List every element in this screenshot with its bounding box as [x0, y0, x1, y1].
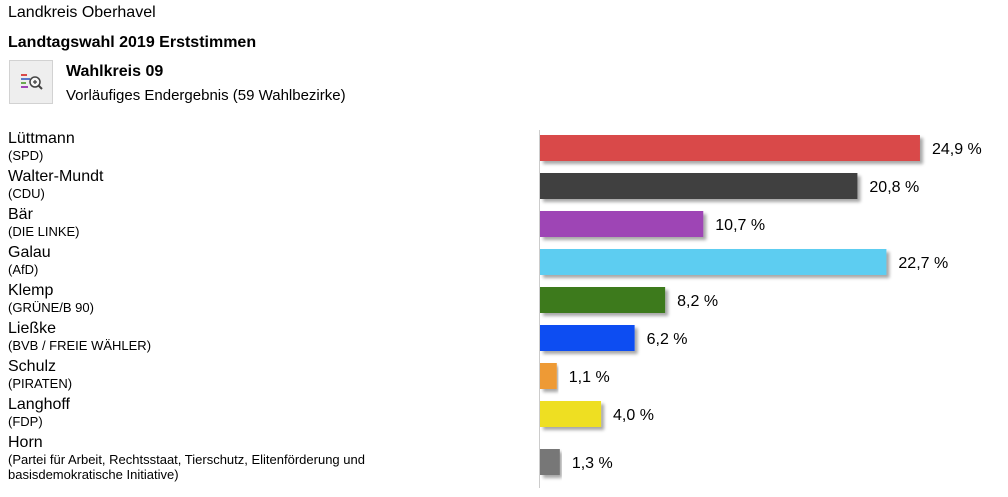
bar-value-label: 20,8 % — [869, 179, 919, 196]
bar — [540, 135, 920, 161]
chart-baseline — [539, 130, 540, 488]
candidate-label: Langhoff (FDP) — [8, 396, 70, 429]
bar — [540, 249, 887, 275]
candidate-name: Lüttmann — [8, 130, 75, 147]
chart-zoom-icon — [21, 74, 43, 90]
candidate-label: Schulz (PIRATEN) — [8, 358, 72, 391]
candidate-name: Galau — [8, 244, 51, 261]
candidate-name: Ließke — [8, 320, 57, 337]
party-name: (DIE LINKE) — [8, 224, 80, 239]
candidate-name: Klemp — [8, 282, 54, 299]
candidate-label: Lüttmann (SPD) — [8, 130, 75, 163]
candidate-label: Bär (DIE LINKE) — [8, 206, 80, 239]
bar — [540, 211, 704, 237]
bar-value-label: 4,0 % — [613, 407, 654, 424]
candidate-name: Walter-Mundt — [8, 168, 104, 185]
candidate-name: Horn — [8, 434, 43, 451]
candidate-label: Walter-Mundt (CDU) — [8, 168, 103, 201]
bar — [540, 363, 557, 389]
bar — [540, 173, 858, 199]
candidate-name: Langhoff — [8, 396, 70, 413]
candidate-label: Horn (Partei für Arbeit, Rechtsstaat, Tie… — [8, 434, 428, 482]
chart-view-button[interactable] — [9, 60, 53, 104]
party-name: (CDU) — [8, 186, 45, 201]
bar-value-label: 8,2 % — [677, 293, 718, 310]
party-name: (PIRATEN) — [8, 376, 73, 391]
candidate-label: Klemp (GRÜNE/B 90) — [8, 282, 94, 315]
candidate-name: Schulz — [8, 358, 57, 375]
bar-value-label: 22,7 % — [898, 255, 948, 272]
bar — [540, 325, 635, 351]
party-name: (AfD) — [8, 262, 39, 277]
bar — [540, 287, 666, 313]
bar-value-label: 1,1 % — [569, 369, 610, 386]
party-name: (BVB / FREIE WÄHLER) — [8, 338, 152, 353]
bar-value-label: 1,3 % — [572, 455, 613, 472]
bar-value-label: 6,2 % — [647, 331, 688, 348]
party-name: (SPD) — [8, 148, 44, 163]
party-name: (Partei für Arbeit, Rechtsstaat, Tiersch… — [8, 452, 365, 482]
region-name: Landkreis Oberhavel — [8, 4, 156, 21]
bar — [540, 401, 602, 427]
candidate-label: Ließke (BVB / FREIE WÄHLER) — [8, 320, 151, 353]
page-title: Landtagswahl 2019 Erststimmen — [8, 34, 257, 51]
party-name: (FDP) — [8, 414, 43, 429]
candidate-name: Bär — [8, 206, 33, 223]
bar-value-label: 24,9 % — [932, 141, 982, 158]
result-status: Vorläufiges Endergebnis (59 Wahlbezirke) — [66, 87, 346, 104]
bar — [540, 449, 560, 475]
constituency-title: Wahlkreis 09 — [66, 63, 164, 80]
bar-value-label: 10,7 % — [715, 217, 765, 234]
candidate-label: Galau (AfD) — [8, 244, 51, 277]
party-name: (GRÜNE/B 90) — [8, 300, 94, 315]
